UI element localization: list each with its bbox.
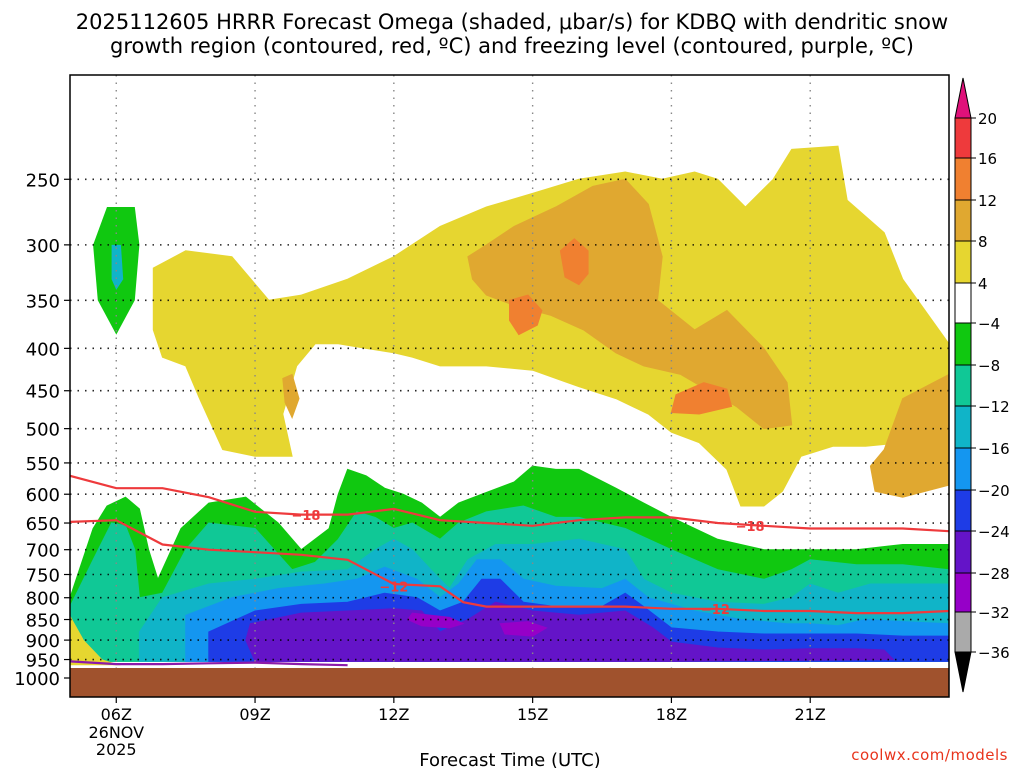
omega-region-surface-positive	[70, 615, 121, 666]
colorbar-bin-13	[954, 611, 972, 653]
ground-surface	[70, 668, 949, 697]
x-tick-label-21Z: 21Z	[795, 705, 826, 724]
colorbar-bin-1	[954, 117, 972, 159]
colorbar-label-3: 8	[978, 233, 988, 251]
colorbar-bin-6	[954, 322, 972, 366]
colorbar-legend: 20 16 12 8 4 −4 −8 −12 −16 −20 −24 −28 −32 −36	[954, 77, 1010, 693]
y-tick-label-950: 950	[26, 651, 60, 672]
contour-label: −12	[701, 603, 730, 618]
contour-label: −18	[291, 509, 320, 524]
omega-region-6	[282, 373, 300, 420]
grid-lines	[70, 75, 949, 668]
y-tick-label-550: 550	[26, 454, 60, 475]
colorbar-label-13: −36	[978, 644, 1010, 662]
colorbar-bin-3	[954, 199, 972, 242]
colorbar-label-0: 20	[978, 110, 997, 128]
contour-dgz-0	[70, 474, 949, 533]
y-tick-label-400: 400	[26, 339, 60, 360]
omega-region-4	[509, 294, 543, 336]
y-tick-label-500: 500	[26, 420, 60, 441]
y-tick-label-1000: 1000	[14, 669, 60, 690]
colorbar-label-7: −12	[978, 398, 1010, 416]
colorbar-label-5: −4	[978, 315, 1000, 333]
omega-region-0	[152, 145, 949, 507]
colorbar-bin-9	[954, 447, 972, 491]
x-tick-label-09Z: 09Z	[239, 705, 270, 724]
y-tick-label-900: 900	[26, 631, 60, 652]
colorbar-label-6: −8	[978, 357, 1000, 375]
y-tick-label-300: 300	[26, 236, 60, 257]
omega-region-2	[869, 373, 949, 498]
omega-shading-layer	[70, 145, 949, 666]
colorbar-label-1: 16	[978, 150, 997, 168]
omega-region-12	[245, 601, 895, 662]
contour-label: −18	[736, 520, 765, 535]
omega-region-3	[559, 238, 589, 286]
x-axis-label: Forecast Time (UTC)	[419, 750, 600, 768]
x-tick-label-06Z: 06Z	[101, 705, 132, 724]
colorbar-label-11: −28	[978, 565, 1010, 583]
colorbar-label-9: −20	[978, 482, 1010, 500]
chart-title-line-2: growth region (contoured, red, ºC) and f…	[110, 34, 914, 58]
omega-region-1	[467, 178, 793, 430]
colorbar-bin-8	[954, 405, 972, 449]
colorbar-bin-5	[954, 282, 972, 324]
contour-dgz-1	[70, 519, 949, 615]
contour-layer: −18 −18 −12 −12	[70, 474, 949, 667]
y-tick-label-850: 850	[26, 611, 60, 632]
x-tick-sublabel: 2025	[96, 740, 137, 759]
y-tick-label-350: 350	[26, 291, 60, 312]
colorbar-bin-10	[954, 489, 972, 532]
y-tick-label-750: 750	[26, 566, 60, 587]
colorbar-label-10: −24	[978, 523, 1010, 541]
credit-text: coolwx.com/models	[851, 746, 1008, 764]
omega-region-extra-1	[111, 244, 124, 290]
colorbar-bottom-arrow	[954, 651, 972, 693]
plot-frame	[69, 74, 950, 698]
contour-freezing-level	[70, 660, 348, 667]
colorbar-bin-11	[954, 530, 972, 574]
colorbar-bin-2	[954, 157, 972, 201]
colorbar-label-2: 12	[978, 192, 997, 210]
colorbar-label-12: −32	[978, 604, 1010, 622]
colorbar-label-8: −16	[978, 440, 1010, 458]
y-tick-label-450: 450	[26, 382, 60, 403]
y-tick-label-650: 650	[26, 514, 60, 535]
colorbar-bin-12	[954, 572, 972, 613]
contour-label: −12	[379, 580, 408, 595]
omega-region-14	[499, 621, 548, 637]
y-tick-label-700: 700	[26, 541, 60, 562]
y-tick-label-250: 250	[26, 170, 60, 191]
colorbar-label-4: 4	[978, 275, 988, 293]
x-tick-label-12Z: 12Z	[378, 705, 409, 724]
x-tick-label-15Z: 15Z	[517, 705, 548, 724]
x-tick-sublabel: 26NOV	[88, 723, 144, 742]
colorbar-top-arrow	[954, 77, 972, 119]
chart-title-line-1: 2025112605 HRRR Forecast Omega (shaded, …	[75, 10, 949, 34]
colorbar-bin-4	[954, 240, 972, 284]
y-tick-label-800: 800	[26, 589, 60, 610]
colorbar-bin-7	[954, 364, 972, 407]
x-tick-label-18Z: 18Z	[656, 705, 687, 724]
y-axis-pressure: 2503003504004505005506006507007508008509…	[14, 170, 70, 690]
y-tick-label-600: 600	[26, 485, 60, 506]
